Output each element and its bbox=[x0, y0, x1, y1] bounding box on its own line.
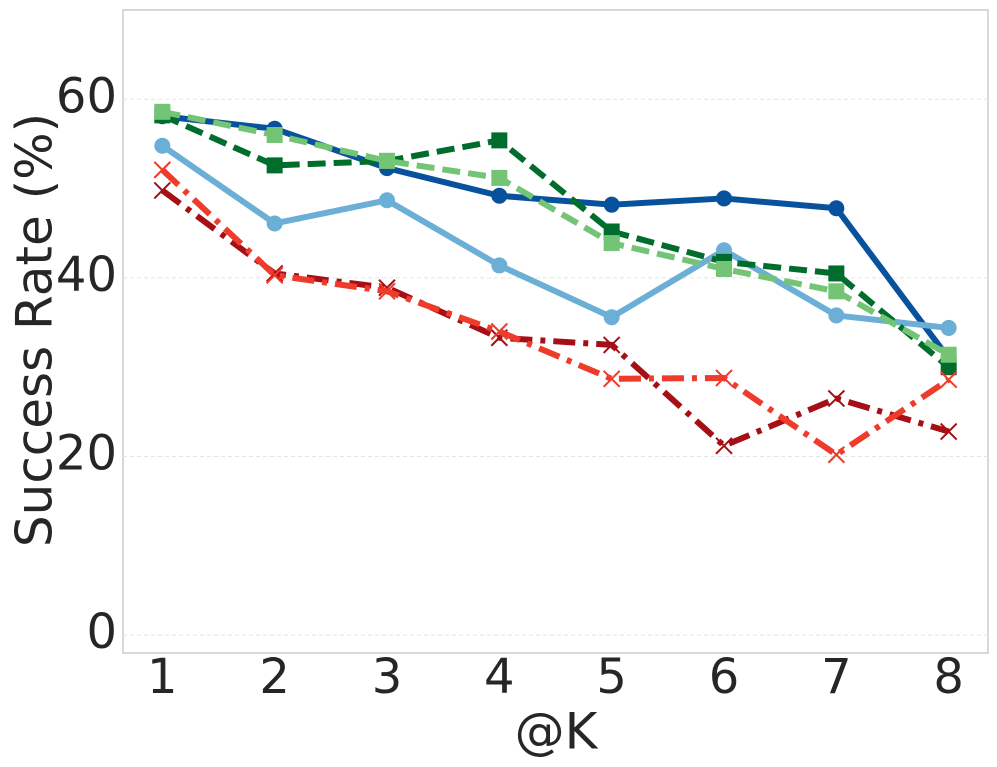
plot-area bbox=[122, 9, 989, 654]
series-line bbox=[161, 108, 951, 358]
x-tick-label: 4 bbox=[484, 649, 515, 705]
marker bbox=[378, 152, 395, 169]
y-tick-label: 20 bbox=[56, 426, 117, 482]
marker bbox=[266, 157, 283, 174]
y-axis-label: Success Rate (%) bbox=[6, 113, 64, 547]
marker bbox=[827, 389, 846, 408]
marker bbox=[490, 322, 509, 341]
marker bbox=[716, 260, 733, 277]
marker bbox=[153, 161, 172, 179]
marker bbox=[940, 359, 957, 376]
marker bbox=[603, 196, 620, 213]
series-line bbox=[161, 113, 952, 361]
series-line bbox=[160, 143, 950, 331]
marker bbox=[828, 265, 845, 282]
marker bbox=[491, 169, 508, 186]
y-tick-label: 0 bbox=[86, 604, 117, 660]
marker bbox=[153, 181, 172, 200]
x-tick-label: 2 bbox=[259, 649, 290, 705]
x-tick-label: 1 bbox=[147, 649, 178, 705]
marker bbox=[491, 257, 508, 274]
marker bbox=[940, 319, 957, 336]
marker bbox=[491, 187, 508, 204]
series-line bbox=[160, 167, 951, 458]
x-tick-label: 8 bbox=[933, 649, 964, 705]
marker bbox=[828, 200, 845, 217]
marker bbox=[491, 132, 508, 149]
marker bbox=[603, 309, 620, 326]
marker bbox=[715, 369, 733, 387]
marker bbox=[716, 190, 733, 207]
x-axis-label: @K bbox=[515, 703, 599, 761]
y-tick-label: 40 bbox=[56, 247, 117, 303]
marker bbox=[154, 137, 171, 154]
x-tick-label: 5 bbox=[596, 649, 627, 705]
marker bbox=[265, 266, 284, 284]
marker bbox=[378, 192, 395, 209]
marker bbox=[939, 371, 958, 389]
x-tick-label: 3 bbox=[372, 649, 403, 705]
marker bbox=[828, 307, 845, 324]
marker bbox=[828, 283, 845, 300]
marker bbox=[378, 282, 396, 301]
series-line bbox=[160, 187, 950, 449]
marker bbox=[266, 127, 283, 144]
x-tick-label: 6 bbox=[709, 649, 740, 705]
marker bbox=[602, 370, 621, 388]
marker bbox=[602, 336, 621, 354]
marker bbox=[827, 446, 846, 464]
marker bbox=[603, 235, 620, 252]
series-line bbox=[161, 112, 951, 370]
marker bbox=[266, 215, 283, 232]
y-tick-label: 60 bbox=[56, 68, 117, 124]
marker bbox=[940, 346, 957, 363]
marker bbox=[154, 103, 171, 120]
marker bbox=[715, 437, 733, 455]
marker bbox=[939, 422, 958, 441]
x-tick-label: 7 bbox=[821, 649, 852, 705]
